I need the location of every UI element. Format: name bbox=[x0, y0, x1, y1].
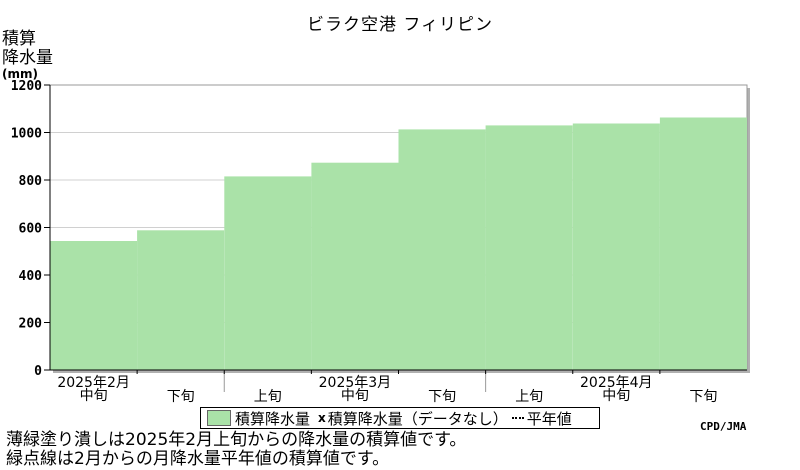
y-tick-label: 200 bbox=[19, 317, 43, 332]
footnote-1: 薄緑塗り潰しは2025年2月上旬からの降水量の積算値です。 bbox=[6, 430, 467, 450]
y-tick-label: 1200 bbox=[11, 79, 42, 94]
x-tick-label: 中旬 bbox=[602, 388, 630, 404]
area-step bbox=[50, 241, 138, 370]
area-step bbox=[224, 176, 312, 370]
x-tick-label: 2025年3月 bbox=[319, 375, 392, 391]
area-step bbox=[659, 117, 747, 370]
legend-label-missing: 積算降水量（データなし） bbox=[327, 409, 508, 428]
x-tick-label: 上旬 bbox=[515, 389, 543, 405]
credit: CPD/JMA bbox=[700, 420, 747, 433]
y-axis-label-line1: 積算 bbox=[2, 29, 36, 49]
legend-label-normal: 平年値 bbox=[526, 409, 572, 428]
area-step bbox=[572, 123, 660, 370]
y-axis-unit: (mm) bbox=[2, 67, 38, 81]
y-tick-label: 1000 bbox=[11, 127, 42, 142]
x-tick-label: 下旬 bbox=[428, 389, 456, 405]
x-tick-label: 中旬 bbox=[80, 388, 108, 404]
legend: 積算降水量 x 積算降水量（データなし） 平年値 bbox=[200, 407, 600, 429]
x-tick-label: 中旬 bbox=[341, 388, 369, 404]
y-tick-label: 0 bbox=[34, 364, 42, 379]
legend-swatch-accumulated bbox=[207, 410, 231, 426]
chart-title: ビラク空港 フィリピン bbox=[306, 15, 494, 35]
area-step bbox=[137, 230, 225, 370]
y-tick-label: 400 bbox=[19, 269, 43, 284]
y-tick-label: 600 bbox=[19, 222, 43, 237]
x-tick-label: 2025年2月 bbox=[57, 375, 130, 391]
y-axis-label-line2: 降水量 bbox=[2, 48, 53, 68]
y-axis-label: 積算 降水量 (mm) bbox=[2, 30, 53, 81]
x-tick-label: 2025年4月 bbox=[580, 375, 653, 391]
x-tick-label: 上旬 bbox=[254, 389, 282, 405]
x-tick-label: 下旬 bbox=[689, 389, 717, 405]
x-tick-label: 下旬 bbox=[167, 389, 195, 405]
legend-dotted-line-icon bbox=[511, 417, 524, 419]
legend-missing-mark: x bbox=[318, 411, 326, 425]
footnote-2: 緑点線は2月からの月降水量平年値の積算値です。 bbox=[6, 449, 390, 469]
area-step bbox=[485, 125, 573, 371]
area-step bbox=[398, 129, 486, 370]
y-tick-label: 800 bbox=[19, 174, 43, 189]
area-step bbox=[311, 162, 399, 370]
legend-label-accumulated: 積算降水量 bbox=[235, 409, 311, 428]
